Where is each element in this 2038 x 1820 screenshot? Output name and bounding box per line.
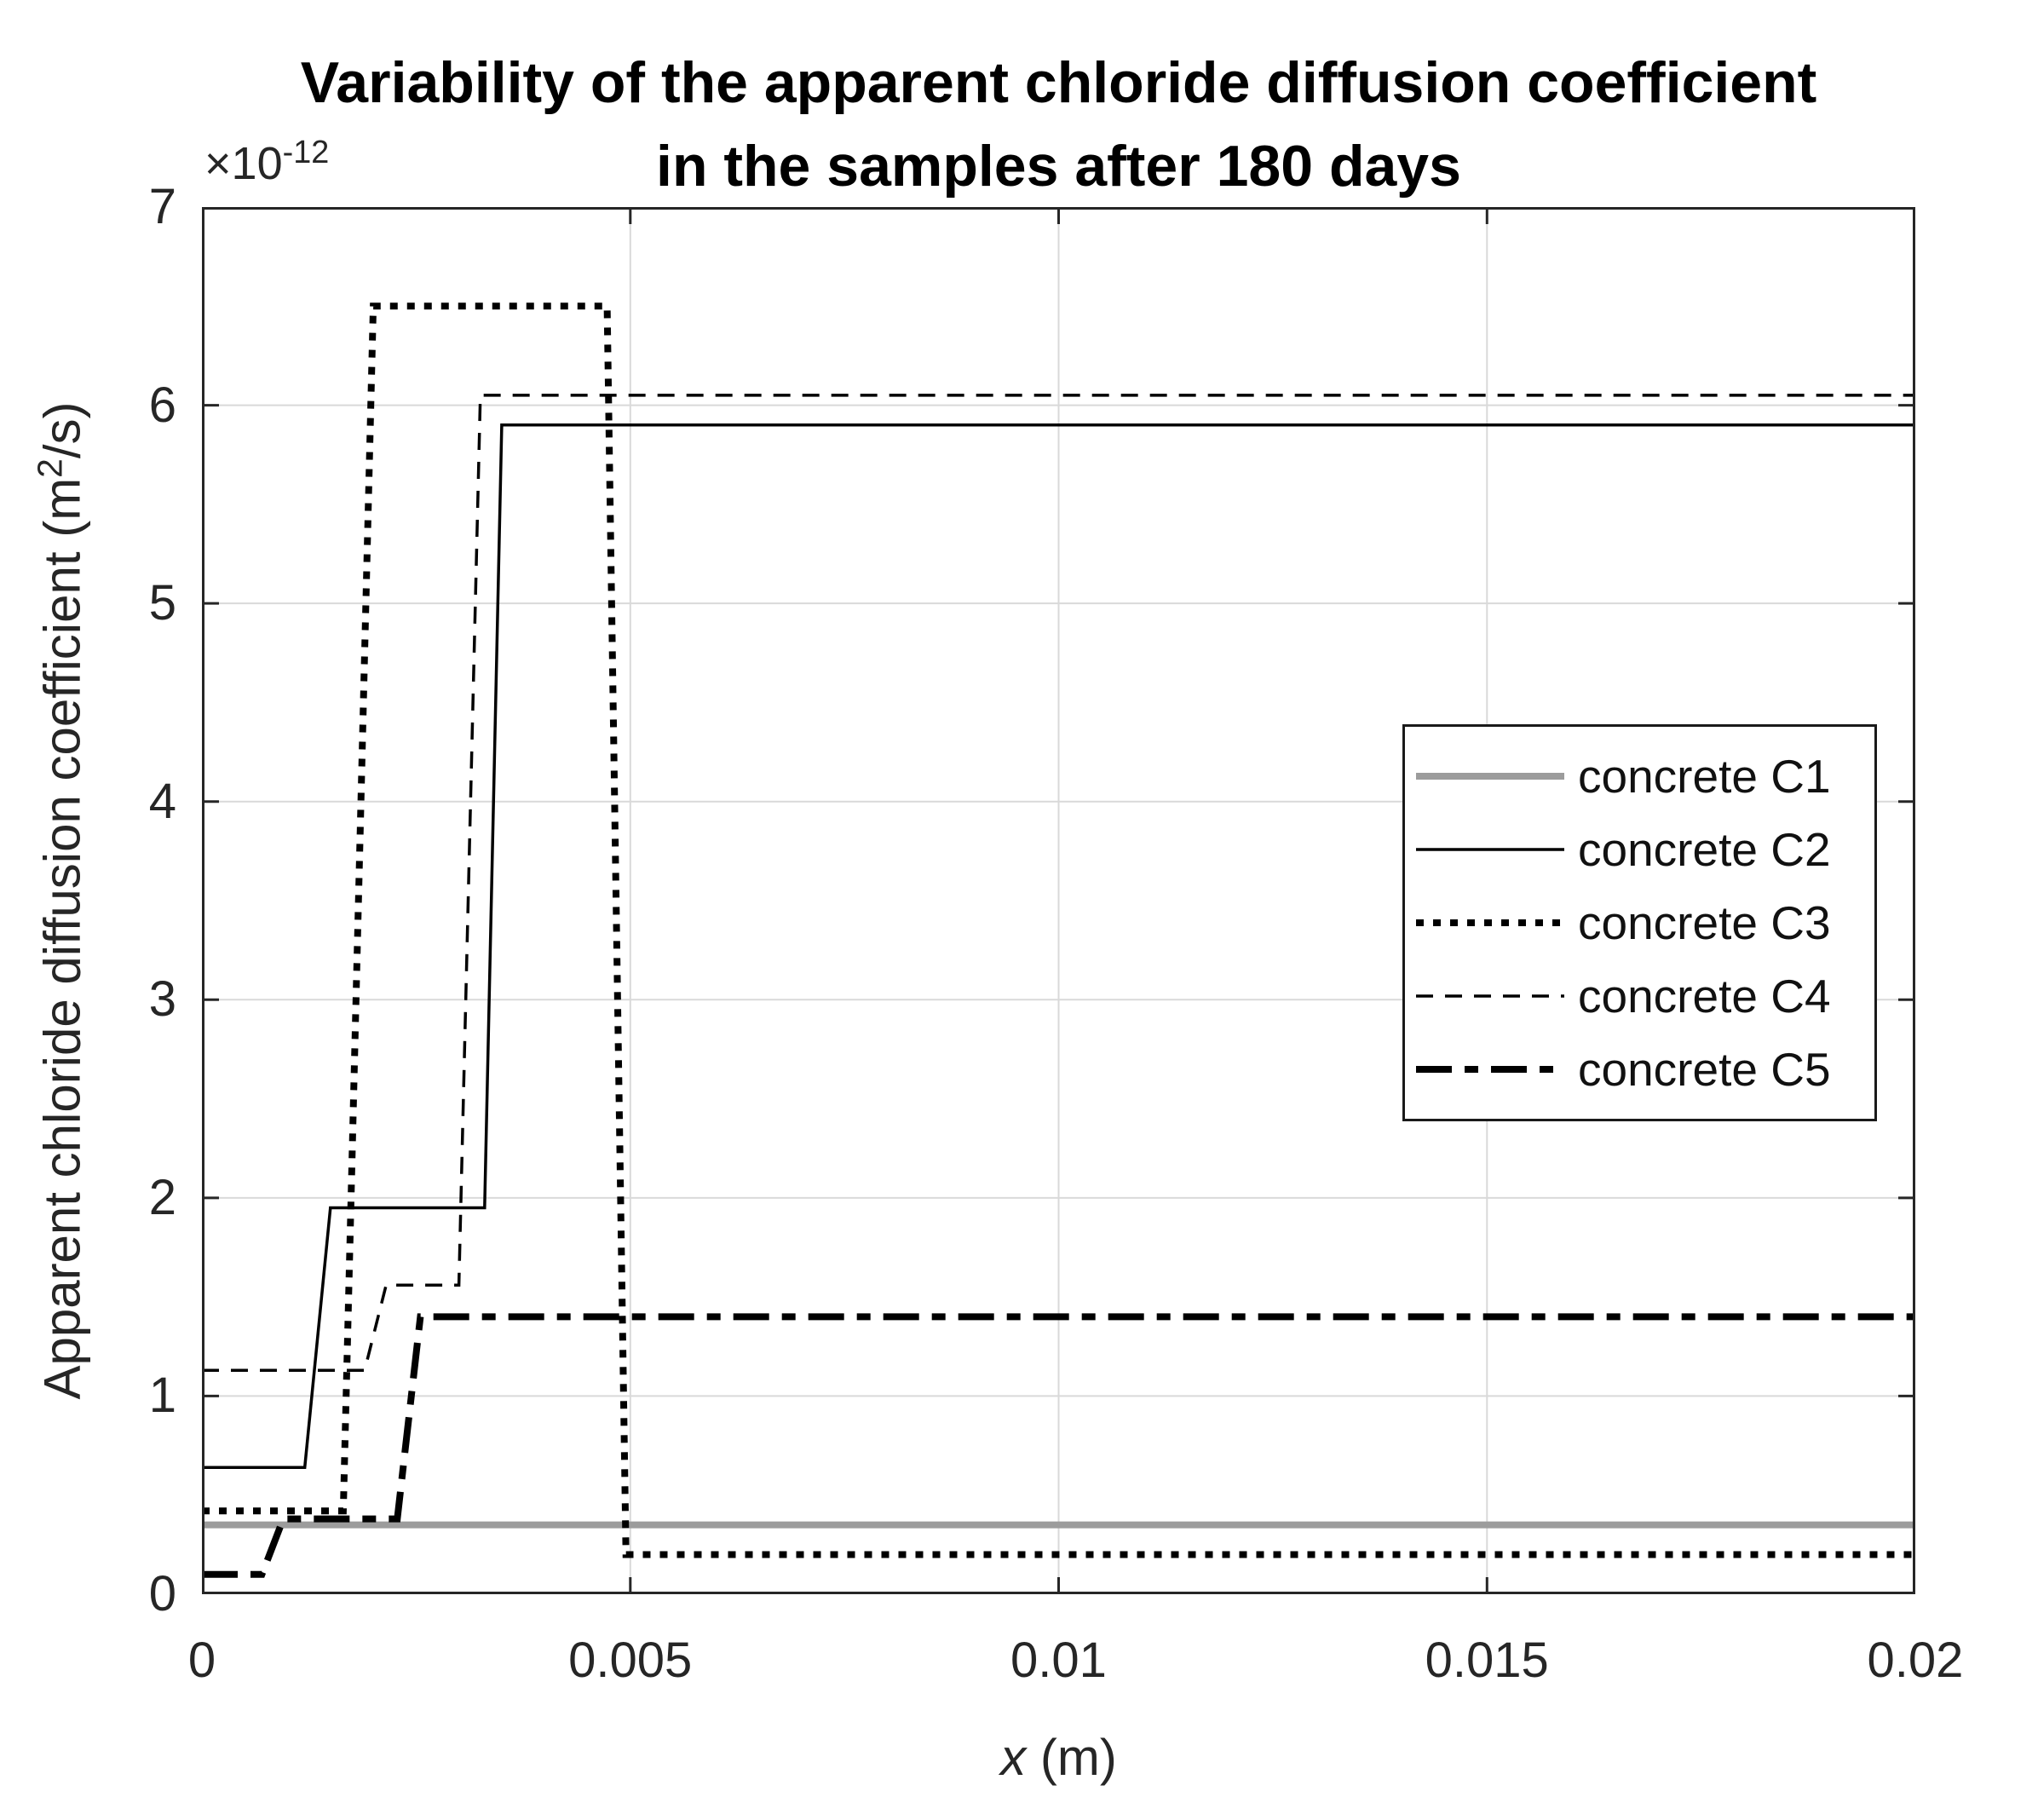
legend-label: concrete C2 xyxy=(1578,823,1831,876)
y-tick-label: 0 xyxy=(148,1566,176,1621)
y-axis-label: Apparent chloride diffusion coefficient … xyxy=(31,401,92,1399)
x-tick-label: 0 xyxy=(187,1633,216,1688)
legend-item: concrete C3 xyxy=(1405,886,1874,959)
legend-line-sample xyxy=(1416,773,1564,780)
legend-item: concrete C5 xyxy=(1405,1033,1874,1106)
legend-line-sample xyxy=(1416,994,1564,998)
plot-area xyxy=(202,207,1915,1594)
x-axis-unit: (m) xyxy=(1026,1729,1117,1786)
y-tick-label: 7 xyxy=(148,179,176,234)
legend-item: concrete C1 xyxy=(1405,740,1874,813)
x-tick-label: 0.005 xyxy=(568,1633,693,1688)
chart-title: Variability of the apparent chloride dif… xyxy=(202,41,1915,208)
series-line-2 xyxy=(202,423,1915,1469)
legend-line-sample xyxy=(1416,1066,1564,1073)
y-tick-label: 3 xyxy=(148,971,176,1028)
exponent-base: ×10 xyxy=(204,138,283,189)
series-line-4 xyxy=(202,394,1915,1372)
y-tick-label: 1 xyxy=(148,1368,176,1424)
chart-title-line2: in the samples after 180 days xyxy=(656,134,1461,199)
legend-line-sample xyxy=(1416,919,1564,926)
x-axis-label: x (m) xyxy=(202,1728,1915,1787)
y-axis-label-superscript: 2 xyxy=(31,458,70,478)
legend-line-sample xyxy=(1416,848,1564,851)
legend-item: concrete C4 xyxy=(1405,959,1874,1033)
y-tick-label: 4 xyxy=(148,773,176,829)
axes-box xyxy=(202,207,1915,1594)
legend: concrete C1 concrete C2 concrete C3 concret… xyxy=(1402,724,1877,1121)
y-tick-label: 6 xyxy=(148,377,176,433)
series-line-5 xyxy=(202,1313,1915,1578)
y-tick-label: 2 xyxy=(148,1169,176,1225)
legend-label: concrete C5 xyxy=(1578,1043,1831,1096)
x-tick-label: 0.015 xyxy=(1425,1633,1549,1688)
legend-item: concrete C2 xyxy=(1405,813,1874,886)
x-axis-variable: x xyxy=(1000,1729,1027,1786)
x-tick-label: 0.01 xyxy=(1010,1633,1107,1688)
exponent-power: -12 xyxy=(282,135,330,170)
y-axis-exponent-label: ×10-12 xyxy=(204,135,329,190)
y-tick-label: 5 xyxy=(148,575,176,631)
chart-title-line1: Variability of the apparent chloride dif… xyxy=(300,50,1817,115)
legend-label: concrete C1 xyxy=(1578,750,1831,803)
legend-label: concrete C3 xyxy=(1578,896,1831,949)
x-tick-label: 0.02 xyxy=(1867,1633,1964,1688)
legend-label: concrete C4 xyxy=(1578,970,1831,1022)
